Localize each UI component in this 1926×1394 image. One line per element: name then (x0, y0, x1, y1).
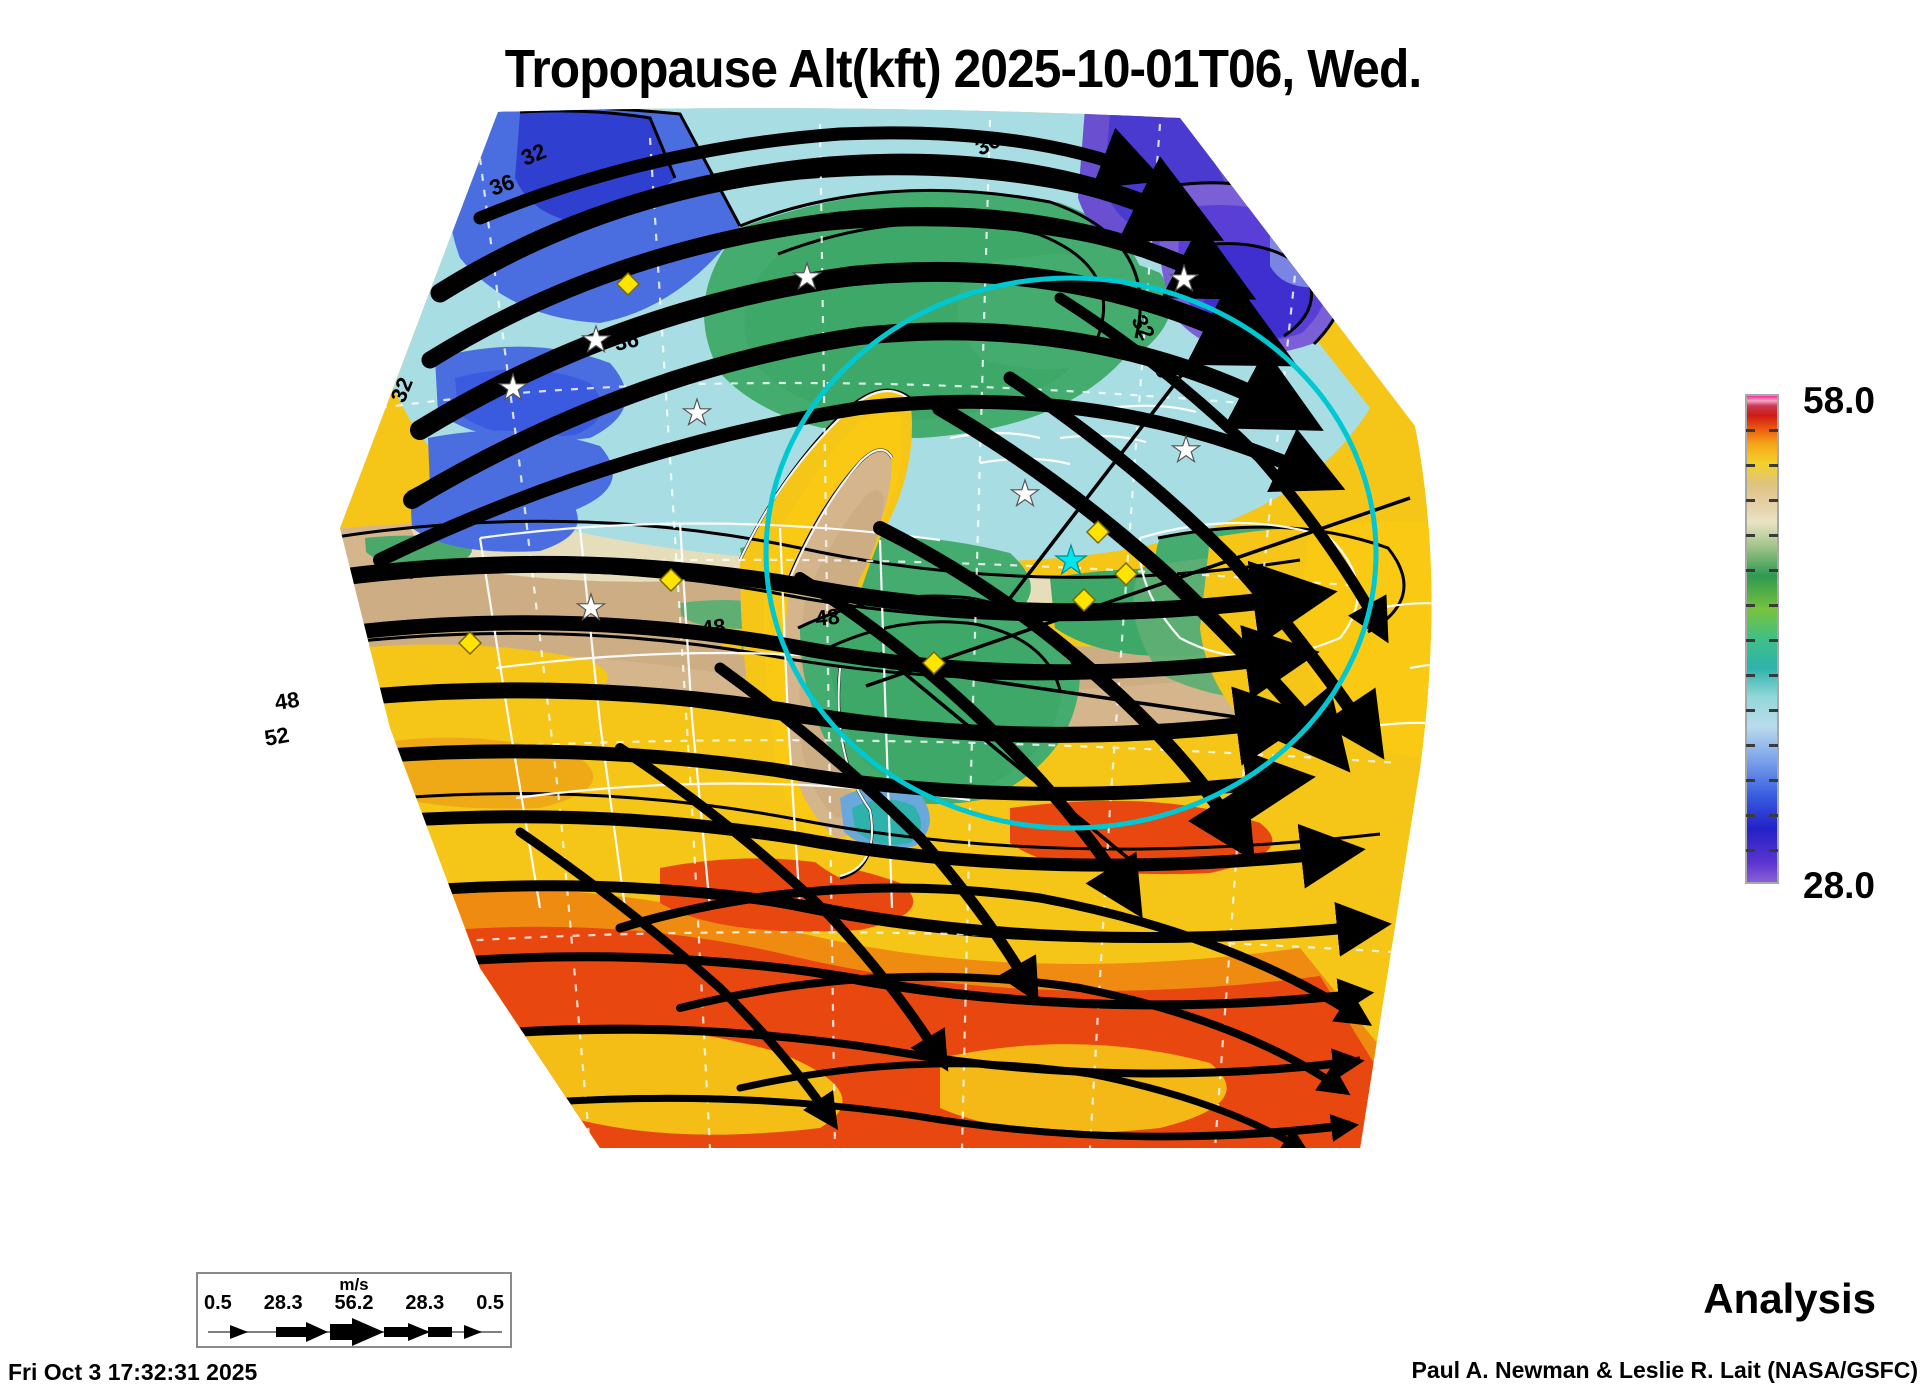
colorbar-tick (1769, 534, 1778, 537)
colorbar-tick (1746, 534, 1755, 537)
colorbar-tick (1769, 744, 1778, 747)
colorbar-tick (1769, 604, 1778, 607)
colorbar-tick (1746, 499, 1755, 502)
svg-text:52: 52 (263, 722, 291, 751)
svg-text:48: 48 (814, 604, 841, 631)
range-ring (763, 275, 1379, 831)
station-markers[interactable] (457, 261, 1202, 676)
wind-legend-value: 28.3 (405, 1292, 445, 1314)
colorbar-tick (1746, 779, 1755, 782)
colorbar-tick (1746, 709, 1755, 712)
colorbar-max-label: 58.0 (1803, 380, 1876, 421)
colorbar-tick (1769, 674, 1778, 677)
colorbar-tick (1746, 569, 1755, 572)
colorbar-tick (1746, 744, 1755, 747)
colorbar-tick (1769, 779, 1778, 782)
colorbar-tick (1769, 709, 1778, 712)
wind-legend-value: 0.5 (476, 1292, 504, 1314)
colorbar-tick (1746, 429, 1755, 432)
svg-text:48: 48 (700, 614, 727, 641)
render-timestamp: Fri Oct 3 17:32:31 2025 (8, 1359, 258, 1385)
white-star-marker (497, 261, 1202, 622)
wind-legend-arrow-scale (208, 1318, 502, 1346)
wind-legend-unit-label: m/s (339, 1275, 369, 1294)
colorbar-tick (1769, 499, 1778, 502)
wind-legend-values: 0.5 28.3 56.2 28.3 0.5 (204, 1292, 504, 1315)
colorbar-tick (1769, 849, 1778, 852)
wind-legend-value: 56.2 (334, 1292, 374, 1314)
colorbar-tick (1746, 604, 1755, 607)
author-credits: Paul A. Newman & Leslie R. Lait (NASA/GS… (1411, 1357, 1918, 1383)
map-plot-area[interactable]: 32 36 36 32 28 36 32 48 48 48 48 52 (180, 108, 1746, 1170)
wind-streamlines (340, 126, 1392, 1149)
colorbar-tick (1746, 849, 1755, 852)
colorbar-tick (1769, 464, 1778, 467)
svg-text:36: 36 (612, 326, 641, 356)
analysis-label: Analysis (1703, 1275, 1876, 1322)
svg-text:48: 48 (400, 557, 428, 585)
page-title: Tropopause Alt(kft) 2025-10-01T06, Wed. (504, 39, 1422, 99)
colorbar-min-label: 28.0 (1803, 865, 1876, 906)
cyan-star-marker (1053, 543, 1089, 576)
yellow-diamond-marker (457, 271, 1139, 676)
colorbar-tick (1746, 464, 1755, 467)
svg-text:48: 48 (273, 687, 301, 715)
wind-legend-value: 0.5 (204, 1292, 232, 1314)
colorbar-tick (1746, 814, 1755, 817)
colorbar-tick (1746, 674, 1755, 677)
wind-speed-legend: m/s 0.5 28.3 56.2 28.3 0.5 (196, 1272, 512, 1348)
colorbar-tick (1769, 429, 1778, 432)
colorbar-tick (1769, 569, 1778, 572)
colorbar-tick (1746, 639, 1755, 642)
map-svg[interactable]: 32 36 36 32 28 36 32 48 48 48 48 52 (180, 108, 1746, 1170)
wind-legend-value: 28.3 (263, 1292, 303, 1314)
flight-track-lines (865, 292, 1411, 870)
colorbar-tick (1769, 814, 1778, 817)
colorbar-tick (1769, 639, 1778, 642)
colorbar: 58.0 28.0 (1745, 380, 1926, 1020)
